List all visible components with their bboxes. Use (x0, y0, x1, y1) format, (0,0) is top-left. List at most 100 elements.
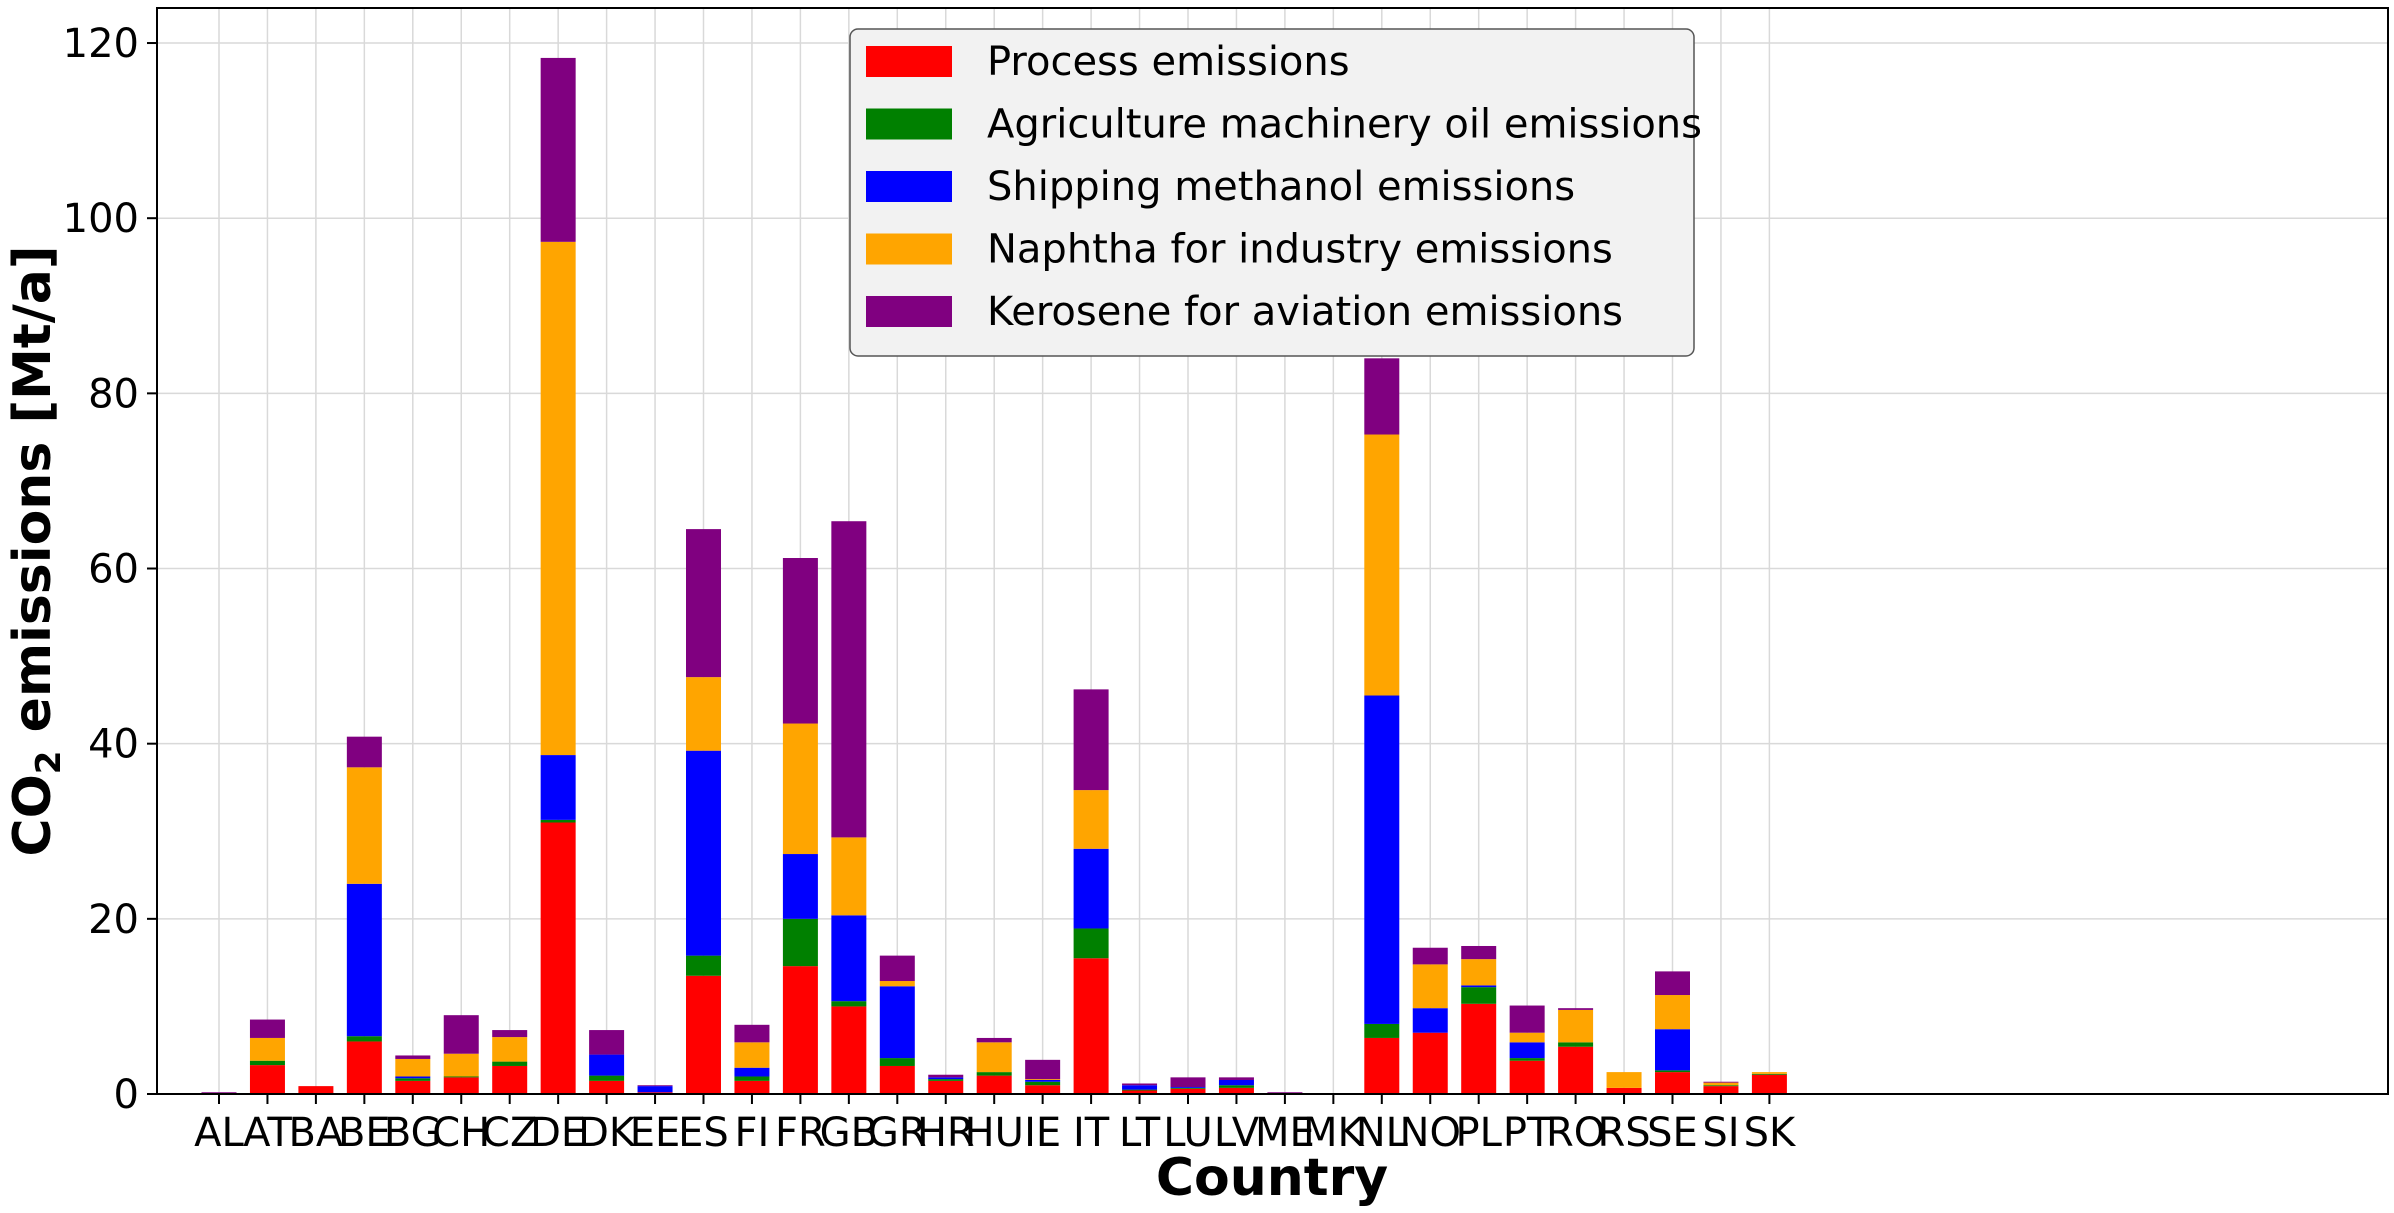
x-tick-label-nl: NL (1356, 1110, 1409, 1156)
bar-de-kerosene-for-aviation-emissions (540, 57, 576, 242)
bar-lu-process-emissions (1170, 1088, 1206, 1094)
bar-si-agriculture-machinery-oil-emissions (1703, 1085, 1739, 1087)
bar-be-kerosene-for-aviation-emissions (346, 736, 382, 768)
bar-si-process-emissions (1703, 1086, 1739, 1094)
bar-nl-kerosene-for-aviation-emissions (1364, 358, 1400, 435)
bar-be-naphtha-for-industry-emissions (346, 767, 382, 884)
bar-lt-kerosene-for-aviation-emissions (1122, 1083, 1158, 1086)
bar-pl-shipping-methanol-emissions (1461, 985, 1497, 988)
y-axis-title-pre: CO (3, 774, 63, 856)
bar-hu-naphtha-for-industry-emissions (976, 1042, 1012, 1073)
bar-fr-naphtha-for-industry-emissions (782, 723, 818, 855)
legend: Process emissions Agriculture machinery o… (849, 28, 1702, 357)
legend-swatch-agriculture-machinery-oil-emissions (866, 108, 952, 140)
bar-gr-naphtha-for-industry-emissions (879, 981, 915, 987)
bar-ro-kerosene-for-aviation-emissions (1558, 1008, 1594, 1010)
bar-pt-kerosene-for-aviation-emissions (1509, 1005, 1545, 1033)
x-tick-label-fr: FR (775, 1110, 826, 1156)
y-tick-label-0: 0 (114, 1072, 139, 1118)
x-tick-label-ro: RO (1546, 1110, 1605, 1156)
bar-pt-agriculture-machinery-oil-emissions (1509, 1058, 1545, 1061)
bar-gb-agriculture-machinery-oil-emissions (831, 1001, 867, 1007)
legend-swatch-process-emissions (866, 46, 952, 77)
x-axis-title: Country (1156, 1148, 1388, 1208)
bar-hr-process-emissions (928, 1080, 964, 1094)
bar-sk-agriculture-machinery-oil-emissions (1751, 1073, 1787, 1075)
bar-lu-agriculture-machinery-oil-emissions (1170, 1087, 1206, 1089)
bar-lv-shipping-methanol-emissions (1218, 1079, 1254, 1086)
bar-si-naphtha-for-industry-emissions (1703, 1082, 1739, 1086)
bar-at-naphtha-for-industry-emissions (249, 1037, 285, 1061)
bar-rs-naphtha-for-industry-emissions (1606, 1072, 1642, 1088)
bar-lu-shipping-methanol-emissions (1170, 1086, 1206, 1088)
bar-se-naphtha-for-industry-emissions (1655, 995, 1690, 1030)
x-tick-label-si: SI (1702, 1110, 1739, 1156)
bar-fr-kerosene-for-aviation-emissions (782, 558, 818, 724)
x-tick-label-hu: HU (965, 1110, 1024, 1156)
bar-ee-kerosene-for-aviation-emissions (637, 1085, 673, 1087)
bar-cz-kerosene-for-aviation-emissions (492, 1030, 528, 1038)
bar-ie-naphtha-for-industry-emissions (1025, 1079, 1061, 1080)
bar-lt-shipping-methanol-emissions (1122, 1085, 1158, 1090)
bar-it-shipping-methanol-emissions (1073, 848, 1109, 929)
bar-nl-shipping-methanol-emissions (1364, 695, 1400, 1024)
bar-si-kerosene-for-aviation-emissions (1703, 1081, 1739, 1083)
x-tick-label-lu: LU (1163, 1110, 1213, 1156)
bar-be-process-emissions (346, 1041, 382, 1094)
x-tick-label-de: DE (530, 1110, 586, 1156)
bar-ie-kerosene-for-aviation-emissions (1025, 1059, 1061, 1080)
x-tick-label-gr: GR (868, 1110, 927, 1156)
bar-bg-agriculture-machinery-oil-emissions (395, 1078, 431, 1081)
bar-nl-agriculture-machinery-oil-emissions (1364, 1023, 1400, 1038)
x-tick-label-ba: BA (288, 1110, 343, 1156)
bar-hu-process-emissions (976, 1075, 1012, 1094)
bar-lv-process-emissions (1218, 1087, 1254, 1094)
bar-fi-shipping-methanol-emissions (734, 1067, 770, 1077)
x-tick-label-no: NO (1400, 1110, 1461, 1156)
y-axis-title-subscript: 2 (29, 751, 69, 775)
bar-hr-agriculture-machinery-oil-emissions (928, 1079, 964, 1081)
bar-se-process-emissions (1655, 1072, 1690, 1094)
legend-label-naphtha-for-industry-emissions: Naphtha for industry emissions (987, 227, 1613, 273)
bar-hr-shipping-methanol-emissions (928, 1077, 964, 1080)
x-tick-label-al: AL (194, 1110, 244, 1156)
y-tick-label-40: 40 (88, 722, 139, 768)
x-tick-label-es: ES (678, 1110, 729, 1156)
bar-no-process-emissions (1412, 1032, 1448, 1094)
bar-se-shipping-methanol-emissions (1655, 1029, 1690, 1071)
bar-lt-process-emissions (1122, 1090, 1158, 1094)
bar-sk-process-emissions (1751, 1074, 1787, 1094)
y-tick-label-80: 80 (88, 371, 139, 417)
x-tick-label-it: IT (1073, 1110, 1110, 1156)
bar-gb-kerosene-for-aviation-emissions (831, 521, 867, 838)
bar-fr-shipping-methanol-emissions (782, 854, 818, 919)
bar-sk-naphtha-for-industry-emissions (1751, 1072, 1787, 1074)
bar-dk-kerosene-for-aviation-emissions (589, 1030, 625, 1055)
bar-me-kerosene-for-aviation-emissions (1267, 1092, 1303, 1094)
bar-ba-process-emissions (298, 1086, 334, 1094)
bar-pt-naphtha-for-industry-emissions (1509, 1032, 1545, 1043)
legend-items: Process emissions Agriculture machinery o… (866, 39, 1702, 335)
bar-be-shipping-methanol-emissions (346, 883, 382, 1037)
bar-ro-agriculture-machinery-oil-emissions (1558, 1042, 1594, 1047)
bar-hu-kerosene-for-aviation-emissions (976, 1037, 1012, 1043)
x-tick-label-me: ME (1255, 1110, 1315, 1156)
bar-pl-kerosene-for-aviation-emissions (1461, 945, 1497, 960)
bar-ch-process-emissions (443, 1077, 479, 1094)
bar-fr-process-emissions (782, 966, 818, 1094)
x-tick-label-rs: RS (1597, 1110, 1650, 1156)
y-tick-label-60: 60 (88, 547, 139, 593)
bar-de-process-emissions (540, 822, 576, 1094)
legend-swatch-kerosene-for-aviation-emissions (866, 296, 952, 327)
bar-lv-agriculture-machinery-oil-emissions (1218, 1085, 1254, 1088)
bar-ch-naphtha-for-industry-emissions (443, 1053, 479, 1077)
bar-bg-shipping-methanol-emissions (395, 1076, 431, 1079)
bar-ie-process-emissions (1025, 1085, 1061, 1094)
bar-fi-kerosene-for-aviation-emissions (734, 1024, 770, 1043)
bar-it-naphtha-for-industry-emissions (1073, 790, 1109, 849)
bar-es-process-emissions (686, 975, 721, 1094)
x-tick-label-mk: MK (1303, 1110, 1366, 1156)
x-tick-label-cz: CZ (482, 1110, 537, 1156)
grid-layer (157, 8, 2388, 1095)
